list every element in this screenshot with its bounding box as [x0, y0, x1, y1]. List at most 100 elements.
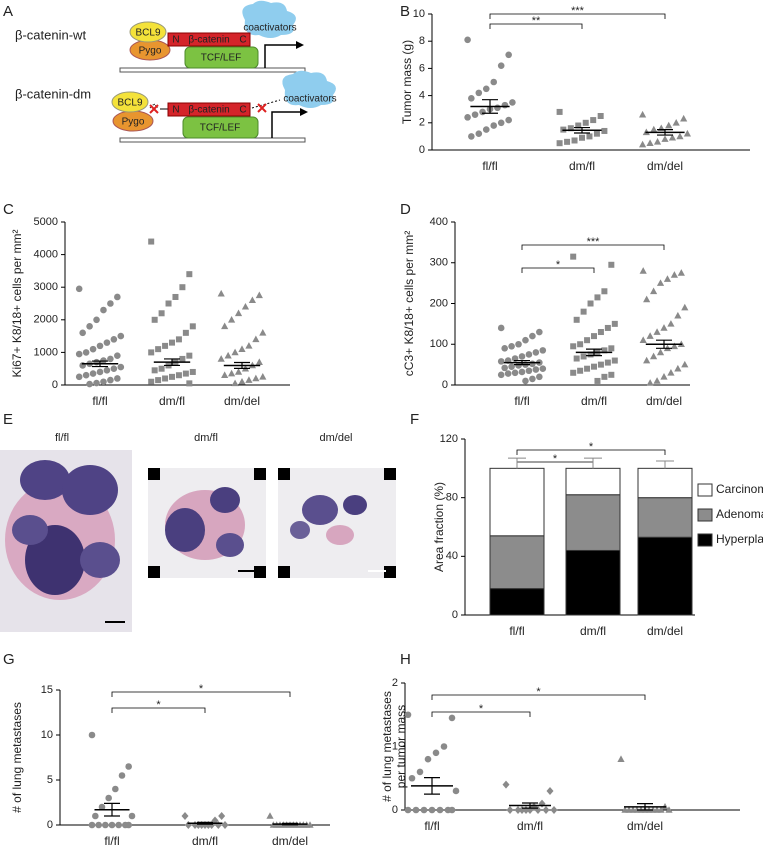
- point: [86, 380, 93, 388]
- y-tick-label: 2000: [34, 314, 58, 326]
- point: [114, 352, 121, 359]
- point: [584, 365, 591, 372]
- point: [529, 360, 536, 368]
- sem: [586, 348, 602, 357]
- panel-label: C: [3, 201, 14, 218]
- point: [536, 328, 543, 336]
- point: [508, 363, 515, 370]
- point: [515, 340, 522, 348]
- point: [148, 378, 155, 385]
- point: [674, 364, 682, 372]
- point: [155, 346, 162, 353]
- significance: *: [536, 686, 541, 698]
- point: [529, 332, 536, 340]
- point: [567, 125, 574, 132]
- x-tick-label: dm/fl: [517, 819, 543, 833]
- point: [494, 104, 501, 112]
- point: [667, 368, 675, 376]
- point: [665, 806, 673, 813]
- point: [92, 812, 99, 820]
- y-axis-label: Tumor mass (g): [400, 40, 414, 124]
- point: [89, 370, 97, 377]
- point: [597, 113, 604, 119]
- tissue: [326, 525, 354, 545]
- sem: [656, 339, 672, 349]
- y-tick-label: 1: [392, 740, 398, 752]
- point: [151, 316, 158, 323]
- corners: [148, 468, 266, 578]
- significance: *: [479, 703, 484, 715]
- point: [107, 355, 114, 363]
- point: [601, 347, 608, 354]
- point: [468, 95, 475, 102]
- point: [639, 140, 647, 148]
- point: [228, 369, 236, 377]
- point: [501, 364, 508, 372]
- point: [501, 101, 509, 109]
- point: [248, 296, 256, 304]
- point: [611, 320, 618, 327]
- label: N: [172, 105, 179, 116]
- point: [471, 111, 479, 118]
- point: [643, 295, 651, 303]
- point: [511, 369, 519, 377]
- point: [432, 749, 440, 757]
- y-tick-label: 100: [430, 338, 448, 350]
- point: [114, 375, 121, 382]
- point: [231, 348, 239, 356]
- point: [525, 367, 533, 375]
- bar: [489, 467, 545, 537]
- arrow: [271, 111, 300, 138]
- point: [412, 806, 420, 814]
- point: [102, 821, 109, 829]
- cross: [149, 104, 159, 114]
- x-tick-label: dm/del: [647, 624, 683, 638]
- point: [89, 345, 97, 353]
- legend-swatch: [697, 483, 713, 497]
- point: [224, 351, 232, 359]
- point: [107, 376, 114, 384]
- point: [182, 370, 189, 377]
- point: [245, 376, 253, 383]
- point: [680, 114, 688, 122]
- point: [107, 300, 114, 307]
- point: [86, 323, 93, 330]
- point: [591, 333, 597, 340]
- dna: [119, 67, 306, 73]
- point: [234, 368, 243, 375]
- point: [550, 806, 558, 814]
- sem: [234, 361, 250, 369]
- point: [186, 352, 193, 359]
- point: [490, 122, 498, 129]
- point: [231, 379, 239, 387]
- point: [604, 359, 611, 366]
- point: [505, 116, 512, 124]
- point: [115, 821, 122, 829]
- point: [665, 121, 673, 129]
- point: [501, 345, 508, 352]
- point: [608, 345, 615, 352]
- point: [525, 351, 533, 358]
- point: [181, 812, 189, 820]
- point: [464, 114, 471, 121]
- y-tick-label: 6: [419, 62, 425, 74]
- point: [646, 139, 654, 146]
- point: [436, 806, 444, 814]
- point: [424, 755, 432, 763]
- x-tick-label: fl/fl: [482, 159, 497, 173]
- sem: [197, 821, 213, 825]
- point: [252, 374, 260, 382]
- y-tick-label: 80: [446, 492, 458, 504]
- point: [570, 253, 577, 260]
- point: [674, 311, 682, 319]
- significance: ***: [571, 5, 585, 17]
- x-tick-label: dm/fl: [580, 624, 606, 638]
- diagram-title: β-catenin-dm: [15, 86, 91, 101]
- y-tick-label: 2: [392, 677, 398, 689]
- point: [509, 99, 516, 106]
- point: [617, 755, 625, 762]
- point: [577, 341, 584, 348]
- legend-label: Carcinoma: [716, 482, 763, 496]
- y-tick-label: 5: [47, 774, 53, 786]
- y-tick-label: 10: [413, 8, 425, 20]
